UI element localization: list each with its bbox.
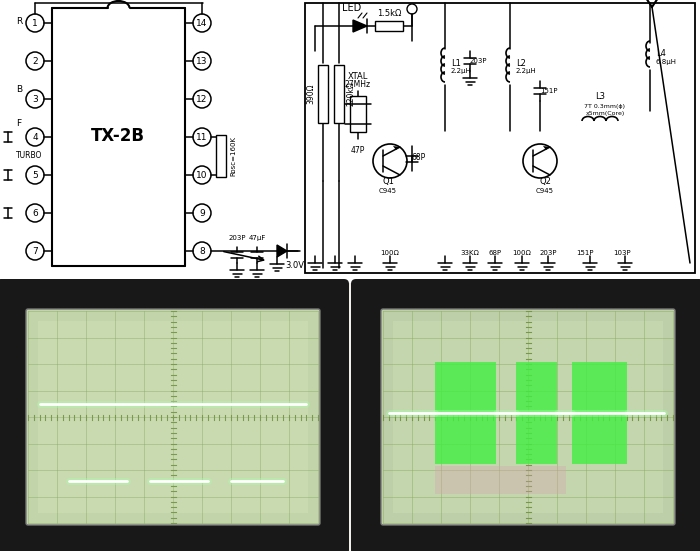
Text: LED: LED	[342, 3, 362, 13]
Text: 68P: 68P	[412, 154, 426, 163]
Text: C945: C945	[536, 188, 554, 194]
Text: 2: 2	[32, 57, 38, 66]
Text: L1: L1	[451, 58, 461, 68]
Text: 4: 4	[32, 132, 38, 142]
Text: 33KΩ: 33KΩ	[461, 250, 480, 256]
Text: 14: 14	[196, 19, 208, 28]
FancyBboxPatch shape	[351, 279, 700, 551]
Text: Rosc=160K: Rosc=160K	[230, 136, 236, 176]
Text: 6: 6	[32, 208, 38, 218]
FancyBboxPatch shape	[305, 3, 695, 273]
Text: 6.8μH: 6.8μH	[656, 59, 677, 65]
Text: 27MHz: 27MHz	[345, 80, 371, 89]
Polygon shape	[277, 245, 287, 257]
FancyBboxPatch shape	[0, 279, 349, 551]
Text: 151P: 151P	[576, 250, 594, 256]
Text: 2.2μH: 2.2μH	[516, 68, 537, 74]
FancyBboxPatch shape	[334, 65, 344, 123]
Text: 12: 12	[196, 95, 208, 104]
Text: 203P: 203P	[228, 235, 246, 241]
FancyBboxPatch shape	[350, 96, 366, 132]
Text: 68P: 68P	[489, 250, 502, 256]
Text: 9: 9	[199, 208, 205, 218]
FancyBboxPatch shape	[38, 321, 308, 513]
Text: 1: 1	[32, 19, 38, 28]
FancyBboxPatch shape	[393, 321, 663, 513]
Text: 390Ω: 390Ω	[306, 84, 315, 104]
Text: L2: L2	[516, 58, 526, 68]
FancyBboxPatch shape	[435, 362, 496, 463]
Text: TX-2B: TX-2B	[91, 127, 145, 145]
FancyBboxPatch shape	[381, 309, 675, 525]
Text: 8: 8	[199, 246, 205, 256]
FancyBboxPatch shape	[435, 466, 566, 494]
Text: 3: 3	[32, 95, 38, 104]
Text: C945: C945	[379, 188, 397, 194]
Text: 1.5kΩ: 1.5kΩ	[377, 9, 401, 18]
Polygon shape	[543, 146, 550, 150]
Text: F: F	[16, 118, 21, 127]
Polygon shape	[353, 20, 367, 32]
Text: 7: 7	[32, 246, 38, 256]
Text: XTAL: XTAL	[348, 72, 368, 81]
Text: 220kΩ: 220kΩ	[347, 82, 356, 106]
Text: 203P: 203P	[470, 58, 487, 64]
FancyBboxPatch shape	[375, 21, 403, 31]
Text: 3.0V: 3.0V	[286, 261, 304, 270]
Text: L3: L3	[595, 92, 605, 101]
Text: 47P: 47P	[351, 146, 365, 155]
Text: TURBO: TURBO	[16, 152, 43, 160]
Text: 2.2μH: 2.2μH	[451, 68, 472, 74]
Text: VDD=9V: VDD=9V	[391, 0, 433, 1]
Text: 13: 13	[196, 57, 208, 66]
Text: L4: L4	[656, 50, 666, 58]
Text: 10: 10	[196, 170, 208, 180]
Text: 100Ω: 100Ω	[512, 250, 531, 256]
Text: 103P: 103P	[613, 250, 631, 256]
FancyBboxPatch shape	[216, 135, 226, 177]
Text: 47μF: 47μF	[248, 235, 266, 241]
FancyBboxPatch shape	[26, 309, 320, 525]
FancyBboxPatch shape	[517, 362, 557, 463]
Text: B: B	[16, 85, 22, 95]
Polygon shape	[393, 146, 400, 150]
Text: 11: 11	[196, 132, 208, 142]
Text: Q2: Q2	[539, 177, 551, 186]
Text: R: R	[16, 17, 22, 25]
Text: 100Ω: 100Ω	[381, 250, 400, 256]
FancyBboxPatch shape	[571, 362, 626, 463]
Text: x5mm(Core): x5mm(Core)	[585, 111, 624, 116]
Text: 7T 0.3mm(ϕ): 7T 0.3mm(ϕ)	[584, 104, 626, 109]
FancyBboxPatch shape	[0, 0, 700, 283]
Text: 151P: 151P	[540, 88, 557, 94]
Text: Q1: Q1	[382, 177, 394, 186]
FancyBboxPatch shape	[318, 65, 328, 123]
Text: 203P: 203P	[539, 250, 556, 256]
Text: 5: 5	[32, 170, 38, 180]
